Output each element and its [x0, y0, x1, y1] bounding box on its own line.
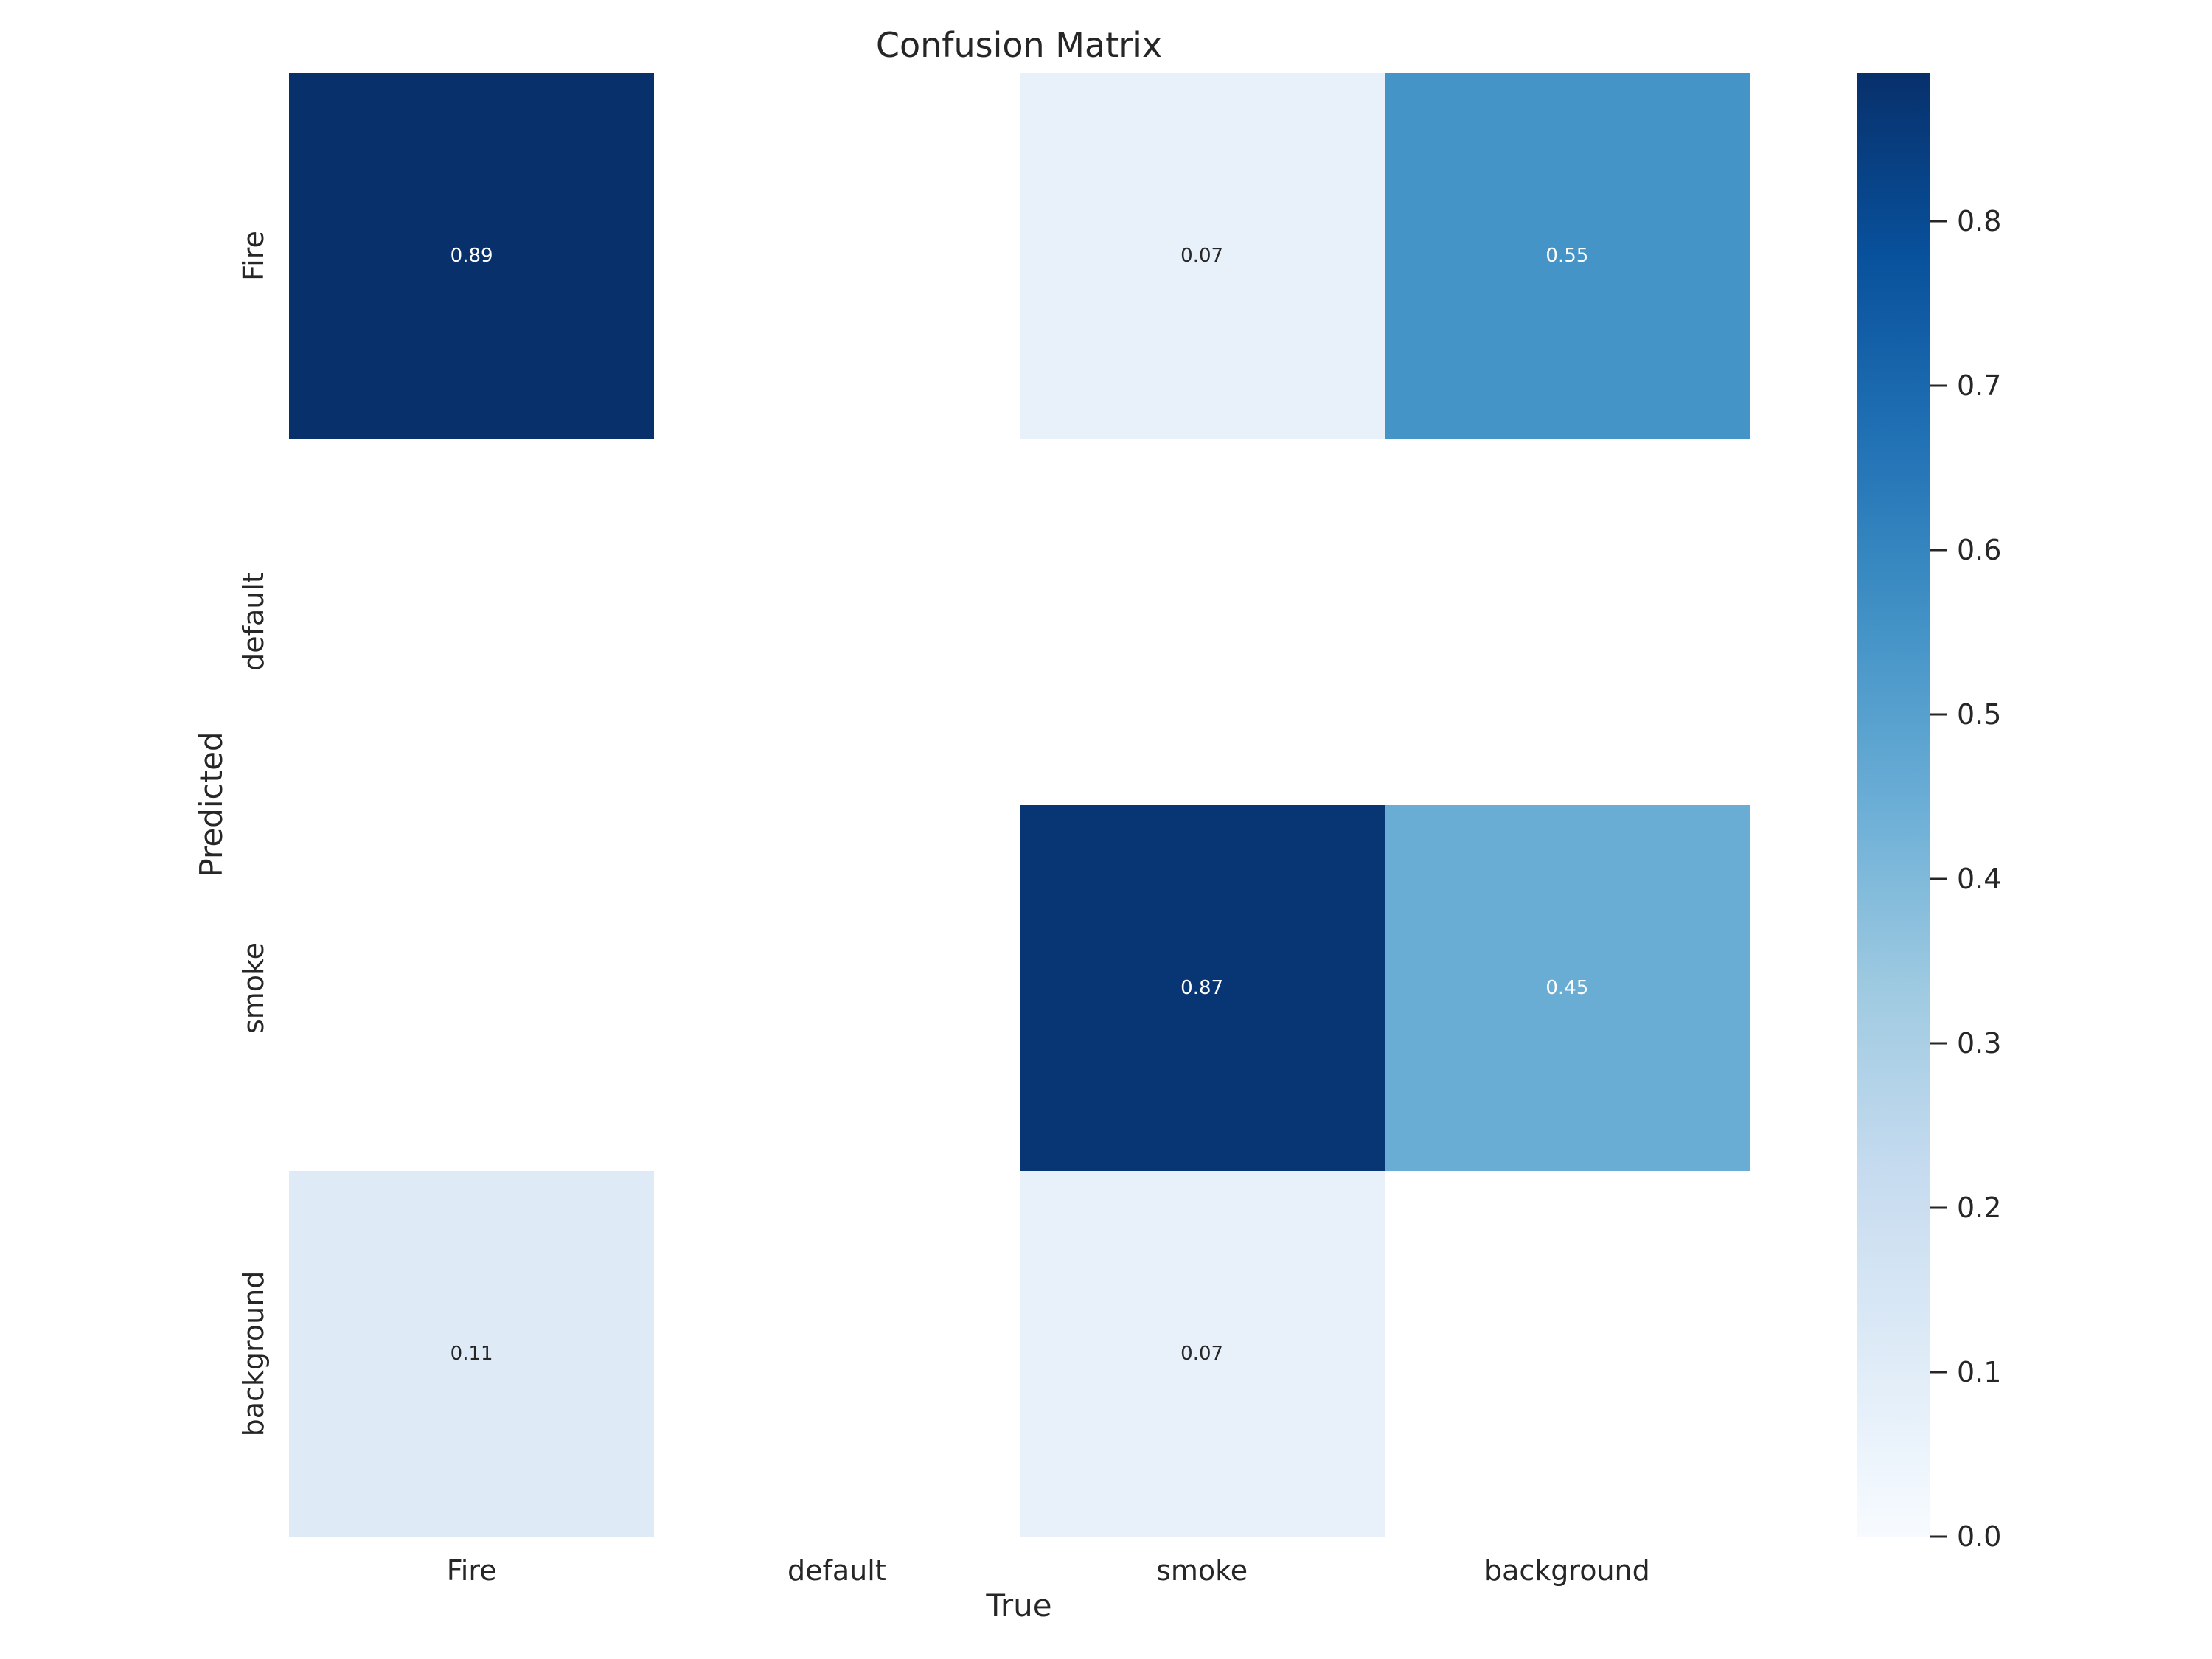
- colorbar-tick-label: 0.8: [1957, 204, 2002, 237]
- x-tick-fire: Fire: [446, 1554, 497, 1587]
- cell-default-fire: [289, 439, 655, 805]
- colorbar-ticks: 0.0 0.1 0.2 0.3 0.4 0.5 0.6 0.7 0.8: [1930, 73, 2093, 1551]
- colorbar-tick-mark: [1930, 220, 1947, 223]
- y-tick-background: background: [237, 1270, 271, 1437]
- heatmap: 0.89 0.07 0.55 0.87 0.45 0.11 0.07: [289, 73, 1750, 1537]
- cell-fire-fire: 0.89: [289, 73, 655, 439]
- colorbar-tick-label: 0.1: [1957, 1355, 2002, 1388]
- colorbar-tick-label: 0.2: [1957, 1191, 2002, 1224]
- cell-value: 0.55: [1545, 245, 1589, 268]
- cell-value: 0.89: [450, 245, 493, 268]
- chart-title: Confusion Matrix: [875, 25, 1163, 65]
- colorbar-tick-label: 0.7: [1957, 369, 2002, 402]
- cell-fire-background: 0.55: [1384, 73, 1750, 439]
- cell-default-default: [654, 439, 1020, 805]
- y-tick-smoke: smoke: [237, 942, 271, 1034]
- colorbar-tick-mark: [1930, 713, 1947, 716]
- cell-default-smoke: [1019, 439, 1385, 805]
- x-tick-default: default: [787, 1554, 886, 1587]
- cell-background-default: [654, 1170, 1020, 1537]
- x-tick-smoke: smoke: [1156, 1554, 1248, 1587]
- y-tick-default: default: [237, 572, 271, 672]
- colorbar-tick-mark: [1930, 1042, 1947, 1045]
- cell-default-background: [1384, 439, 1750, 805]
- cell-value: 0.45: [1545, 976, 1589, 999]
- colorbar-tick-label: 0.6: [1957, 533, 2002, 566]
- cell-smoke-smoke: 0.87: [1019, 804, 1385, 1171]
- cell-background-fire: 0.11: [289, 1170, 655, 1537]
- cell-background-background: [1384, 1170, 1750, 1537]
- colorbar-tick-label: 0.5: [1957, 698, 2002, 731]
- colorbar: [1857, 73, 1930, 1537]
- colorbar-tick-label: 0.0: [1957, 1520, 2002, 1553]
- cell-value: 0.87: [1180, 976, 1224, 999]
- colorbar-tick-label: 0.4: [1957, 862, 2002, 895]
- y-axis-label: Predicted: [192, 731, 229, 877]
- colorbar-tick-mark: [1930, 1535, 1947, 1538]
- colorbar-tick-label: 0.3: [1957, 1026, 2002, 1060]
- x-axis-label: True: [986, 1587, 1052, 1624]
- x-axis-ticks: Fire default smoke background: [289, 1554, 1750, 1592]
- colorbar-tick-mark: [1930, 877, 1947, 880]
- cell-smoke-default: [654, 804, 1020, 1171]
- cell-value: 0.07: [1180, 245, 1224, 268]
- cell-value: 0.11: [450, 1342, 493, 1365]
- colorbar-tick-mark: [1930, 549, 1947, 552]
- colorbar-tick-mark: [1930, 1371, 1947, 1374]
- x-tick-background: background: [1484, 1554, 1650, 1587]
- y-tick-fire: Fire: [237, 231, 271, 282]
- cell-background-smoke: 0.07: [1019, 1170, 1385, 1537]
- cell-fire-default: [654, 73, 1020, 439]
- colorbar-tick-mark: [1930, 1206, 1947, 1209]
- cell-value: 0.07: [1180, 1342, 1224, 1365]
- cell-fire-smoke: 0.07: [1019, 73, 1385, 439]
- colorbar-tick-mark: [1930, 384, 1947, 387]
- cell-smoke-background: 0.45: [1384, 804, 1750, 1171]
- cell-smoke-fire: [289, 804, 655, 1171]
